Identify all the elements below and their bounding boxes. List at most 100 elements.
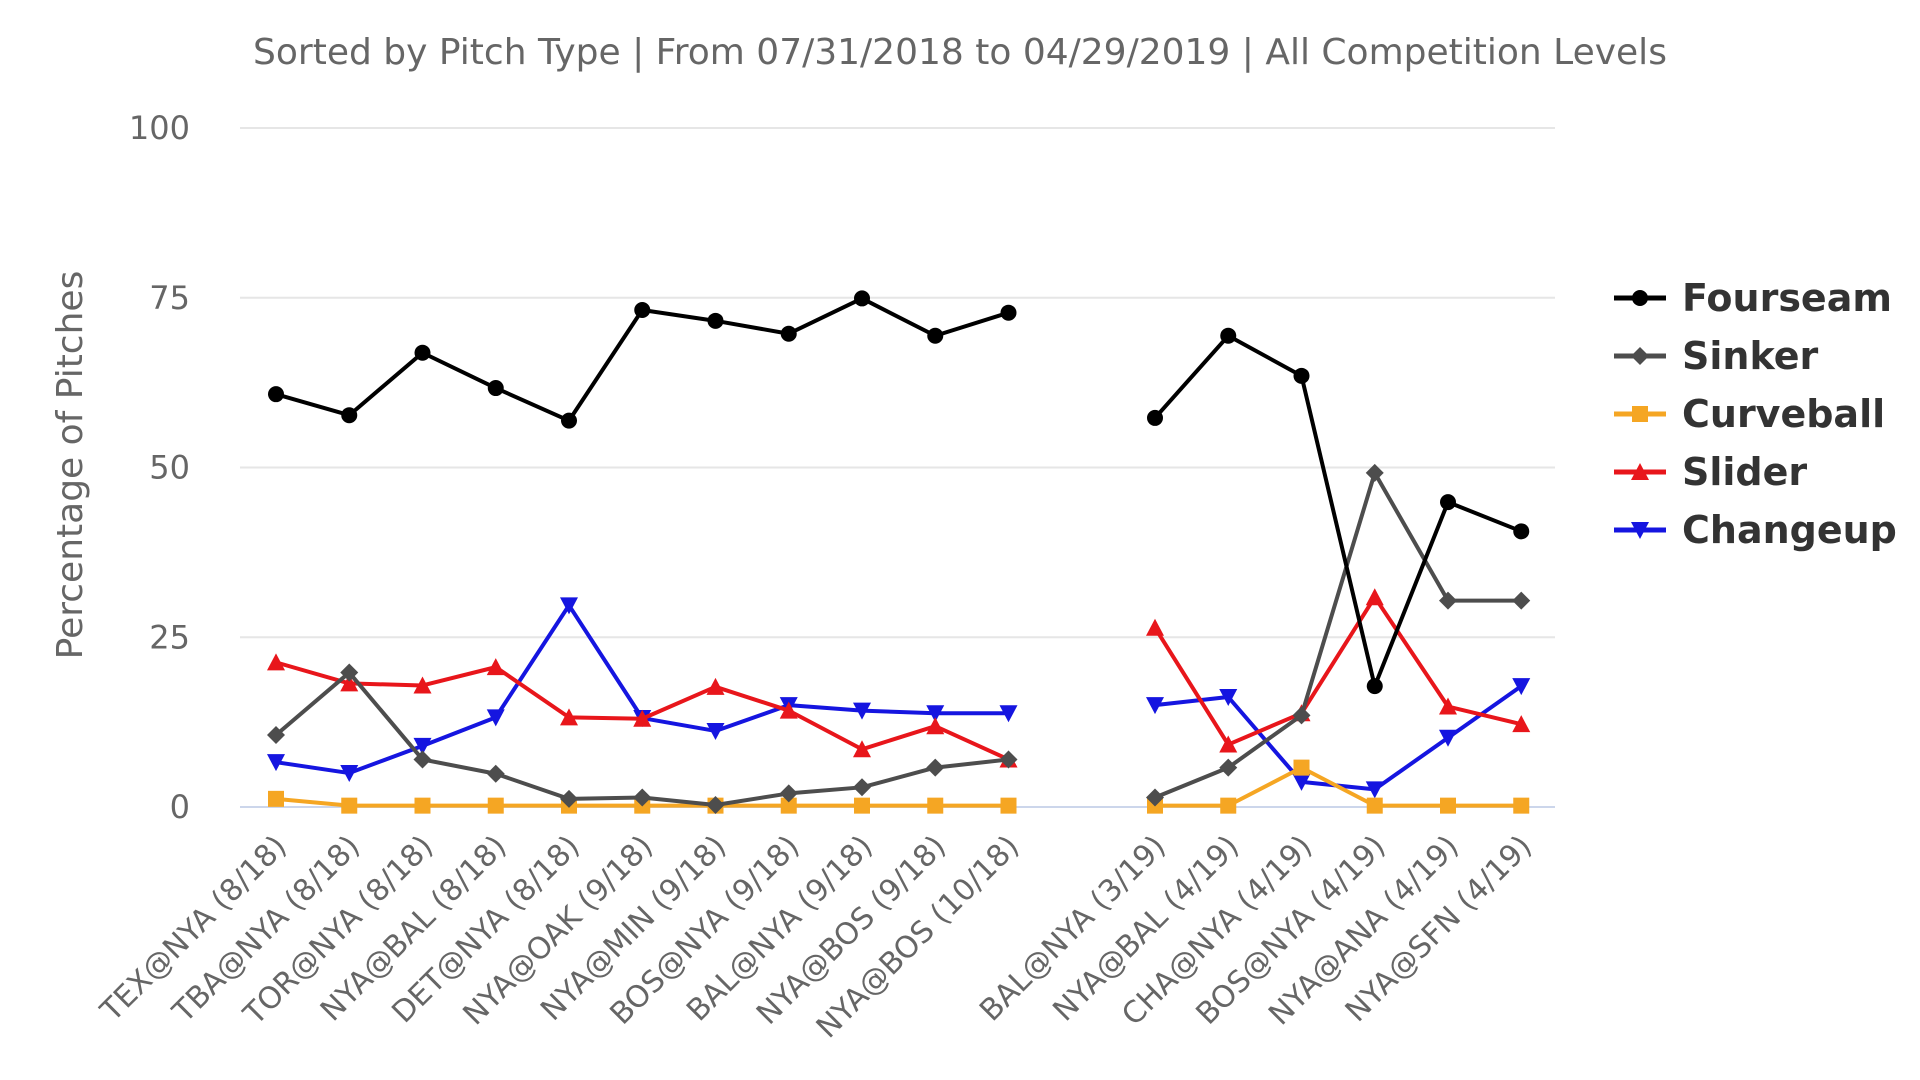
legend-item-sinker[interactable]: Sinker <box>1614 334 1818 378</box>
y-tick-label: 0 <box>170 788 190 826</box>
point-curveball[interactable] <box>487 797 504 814</box>
point-fourseam[interactable] <box>268 386 284 403</box>
point-curveball[interactable] <box>268 790 284 807</box>
point-changeup[interactable] <box>926 705 945 723</box>
point-sinker[interactable] <box>413 750 432 769</box>
point-sinker[interactable] <box>1365 463 1384 482</box>
legend-marker-slider[interactable] <box>1631 463 1649 480</box>
point-fourseam[interactable] <box>1513 523 1530 540</box>
point-fourseam[interactable] <box>1220 327 1237 344</box>
point-slider[interactable] <box>1365 588 1384 606</box>
point-curveball[interactable] <box>1220 797 1237 814</box>
point-changeup[interactable] <box>1365 781 1384 799</box>
point-fourseam[interactable] <box>341 407 358 424</box>
point-slider[interactable] <box>853 740 871 758</box>
chart-subtitle: Sorted by Pitch Type | From 07/31/2018 t… <box>253 32 1667 73</box>
point-curveball[interactable] <box>927 797 944 814</box>
point-slider[interactable] <box>706 677 725 695</box>
legend-item-slider[interactable]: Slider <box>1614 450 1807 494</box>
point-sinker[interactable] <box>779 784 798 803</box>
point-curveball[interactable] <box>1440 797 1456 814</box>
point-changeup[interactable] <box>1146 697 1164 715</box>
point-sinker[interactable] <box>999 750 1018 769</box>
point-curveball[interactable] <box>414 797 431 814</box>
point-fourseam[interactable] <box>561 412 577 429</box>
point-changeup[interactable] <box>1219 689 1238 707</box>
point-changeup[interactable] <box>560 597 578 615</box>
point-sinker[interactable] <box>1439 591 1457 610</box>
grid-layer <box>240 127 1555 808</box>
point-slider[interactable] <box>1146 618 1164 636</box>
point-fourseam[interactable] <box>634 301 651 318</box>
point-slider[interactable] <box>633 709 652 727</box>
point-changeup[interactable] <box>1439 729 1457 747</box>
point-sinker[interactable] <box>340 663 359 682</box>
legend-marker-fourseam[interactable] <box>1632 290 1648 306</box>
point-changeup[interactable] <box>267 754 285 772</box>
point-slider[interactable] <box>1439 697 1457 715</box>
point-fourseam[interactable] <box>1147 409 1163 426</box>
point-fourseam[interactable] <box>1366 678 1383 695</box>
legend-item-fourseam[interactable]: Fourseam <box>1614 276 1892 320</box>
point-fourseam[interactable] <box>487 380 504 397</box>
point-slider[interactable] <box>779 701 798 719</box>
legend-item-changeup[interactable]: Changeup <box>1614 508 1897 552</box>
point-changeup[interactable] <box>1512 678 1531 696</box>
y-axis-label: Percentage of Pitches <box>50 271 91 660</box>
point-sinker[interactable] <box>1219 758 1238 777</box>
point-curveball[interactable] <box>854 797 870 814</box>
point-sinker[interactable] <box>486 764 505 783</box>
point-curveball[interactable] <box>780 797 797 814</box>
point-slider[interactable] <box>486 658 505 676</box>
point-slider[interactable] <box>926 717 945 735</box>
legend-marker-curveball[interactable] <box>1632 406 1648 422</box>
point-sinker[interactable] <box>560 789 578 808</box>
point-fourseam[interactable] <box>1440 494 1456 511</box>
y-axis-ticks: 0 25 50 75 100 <box>129 109 190 826</box>
legend[interactable]: Fourseam Sinker Curveball Slider Changeup <box>1614 276 1897 552</box>
point-slider[interactable] <box>267 653 285 671</box>
point-changeup[interactable] <box>853 702 871 720</box>
legend-item-curveball[interactable]: Curveball <box>1614 392 1885 436</box>
point-curveball[interactable] <box>341 797 358 814</box>
point-fourseam[interactable] <box>414 344 431 361</box>
y-tick-label: 50 <box>149 449 190 487</box>
point-changeup[interactable] <box>340 765 359 783</box>
legend-marker-sinker[interactable] <box>1631 347 1649 365</box>
point-sinker[interactable] <box>267 726 285 745</box>
point-slider[interactable] <box>560 708 578 726</box>
point-sinker[interactable] <box>926 758 945 777</box>
point-changeup[interactable] <box>1292 773 1311 791</box>
point-sinker[interactable] <box>706 795 725 814</box>
legend-label: Sinker <box>1682 334 1818 378</box>
series-line-sinker <box>1154 470 1522 800</box>
legend-label: Slider <box>1682 450 1807 494</box>
point-fourseam[interactable] <box>854 290 870 307</box>
point-fourseam[interactable] <box>1000 304 1017 321</box>
legend-label: Changeup <box>1682 508 1897 552</box>
point-changeup[interactable] <box>486 709 505 727</box>
point-sinker[interactable] <box>1292 706 1311 725</box>
point-changeup[interactable] <box>706 722 725 740</box>
point-fourseam[interactable] <box>707 312 724 329</box>
point-slider[interactable] <box>1512 715 1531 733</box>
point-sinker[interactable] <box>853 778 871 797</box>
point-curveball[interactable] <box>1000 797 1017 814</box>
point-sinker[interactable] <box>1146 788 1164 807</box>
point-curveball[interactable] <box>1293 759 1310 776</box>
point-changeup[interactable] <box>413 737 432 755</box>
point-slider[interactable] <box>1219 735 1238 753</box>
point-slider[interactable] <box>413 676 432 694</box>
point-curveball[interactable] <box>1513 797 1530 814</box>
point-fourseam[interactable] <box>927 327 944 344</box>
point-fourseam[interactable] <box>1293 367 1310 384</box>
point-curveball[interactable] <box>1366 797 1383 814</box>
point-fourseam[interactable] <box>780 325 797 342</box>
point-changeup[interactable] <box>999 705 1018 723</box>
legend-marker-changeup[interactable] <box>1631 522 1649 539</box>
point-sinker[interactable] <box>1512 591 1531 610</box>
point-slider[interactable] <box>340 674 359 692</box>
point-sinker[interactable] <box>633 788 652 807</box>
